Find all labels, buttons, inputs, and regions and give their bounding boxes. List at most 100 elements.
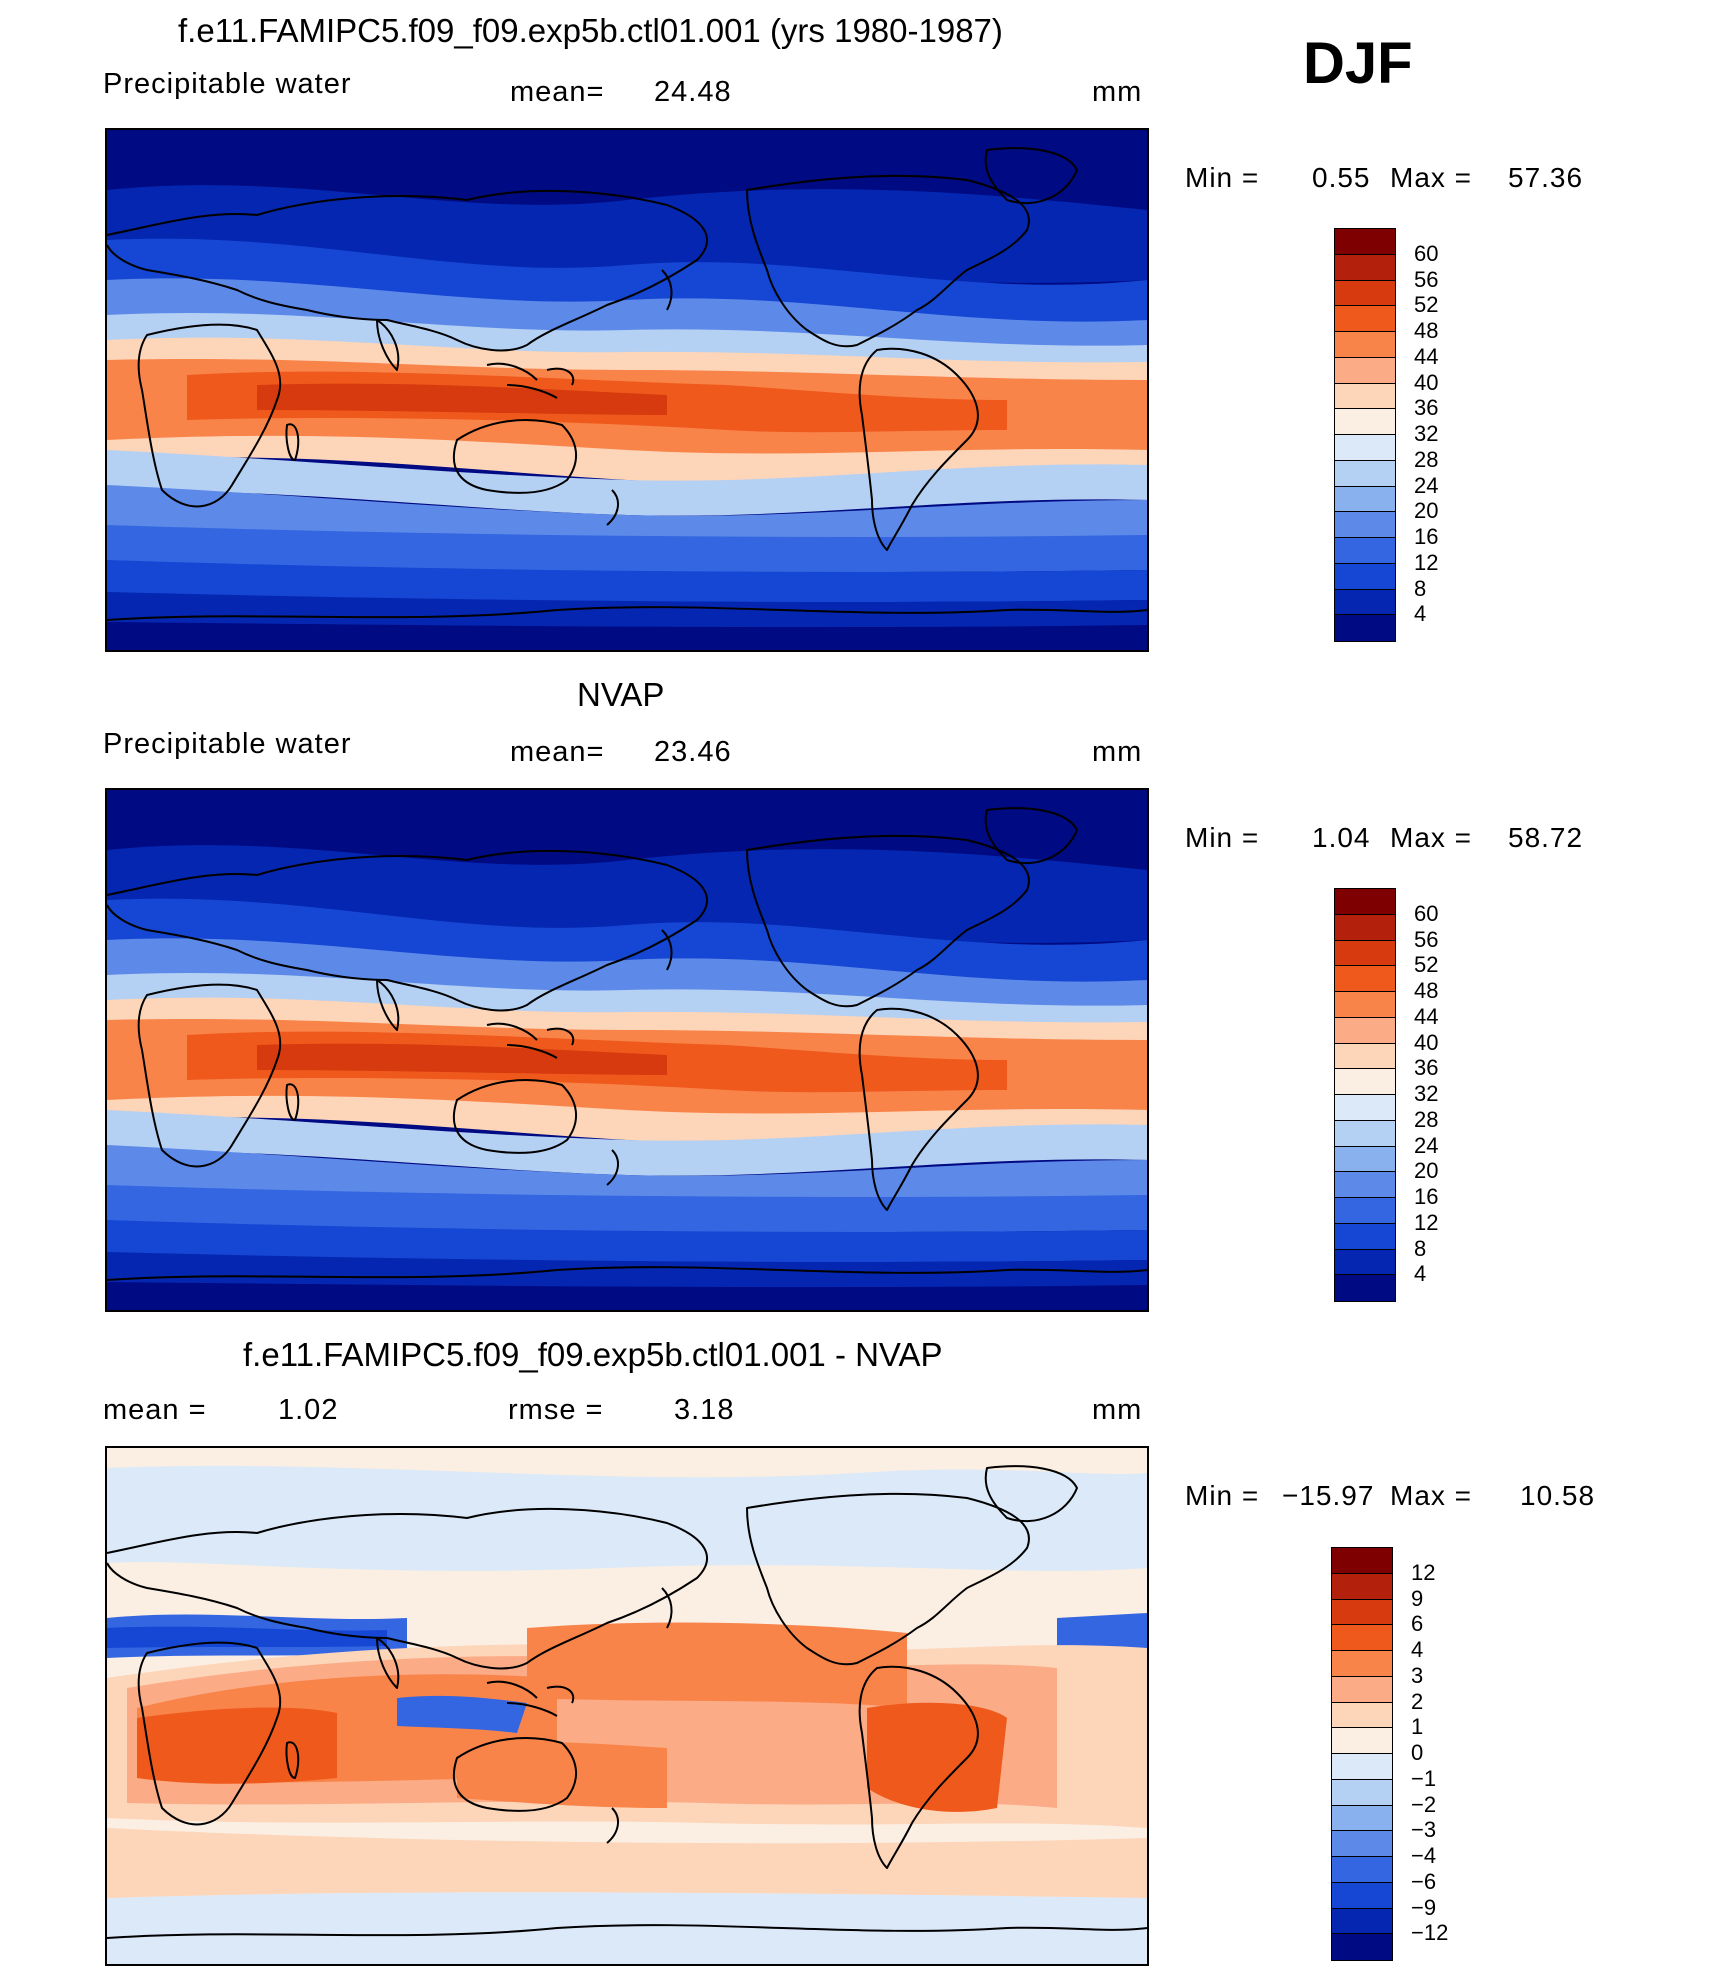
colorbar-segment (1335, 383, 1395, 410)
panel-3-units: mm (1092, 1394, 1143, 1426)
colorbar-segment (1332, 1779, 1392, 1806)
panel-2-variable: Precipitable water (103, 728, 352, 760)
colorbar-tick-label: 12 (1414, 1209, 1439, 1235)
colorbar-tick-label: 9 (1411, 1585, 1424, 1611)
colorbar-tick-label: 6 (1411, 1611, 1424, 1637)
colorbar-segment (1335, 229, 1395, 255)
panel-3-colorbar (1331, 1547, 1393, 1961)
colorbar-segment (1332, 1599, 1392, 1626)
colorbar-tick-label: 48 (1414, 978, 1439, 1003)
colorbar-tick-label: 36 (1414, 1055, 1439, 1081)
panel-1-max-label: Max = (1390, 162, 1473, 193)
panel-1-min-value: 0.55 (1312, 162, 1371, 193)
colorbar-tick-label: 52 (1414, 292, 1439, 318)
colorbar-tick-label: −1 (1411, 1765, 1437, 1791)
colorbar-segment (1332, 1625, 1392, 1651)
colorbar-tick-label: 28 (1414, 1106, 1439, 1132)
colorbar-segment (1335, 1249, 1395, 1276)
colorbar-tick-label: 24 (1414, 1132, 1439, 1158)
panel-1-map (105, 128, 1149, 652)
colorbar-segment (1335, 992, 1395, 1018)
panel-3-map-plot (107, 1448, 1147, 1964)
colorbar-segment (1335, 940, 1395, 967)
panel-3-map (105, 1446, 1149, 1966)
colorbar-segment (1335, 1017, 1395, 1044)
colorbar-segment (1335, 486, 1395, 513)
colorbar-tick-label: 56 (1414, 266, 1439, 292)
colorbar-tick-label: 40 (1414, 369, 1439, 395)
panel-2-title: NVAP (577, 676, 665, 713)
colorbar-segment (1332, 1548, 1392, 1574)
colorbar-tick-label: 48 (1414, 318, 1439, 343)
colorbar-tick-label: −9 (1411, 1894, 1437, 1920)
colorbar-tick-label: 20 (1414, 1158, 1439, 1184)
colorbar-tick-label: 8 (1414, 575, 1427, 601)
panel-2-mean-value: 23.46 (654, 736, 732, 768)
colorbar-tick-label: 3 (1411, 1662, 1424, 1688)
panel-2-min-value: 1.04 (1312, 822, 1371, 853)
panel-1-min-label: Min = (1185, 162, 1260, 193)
panel-2-max-value: 58.72 (1508, 822, 1584, 853)
colorbar-segment (1335, 563, 1395, 590)
colorbar-segment (1335, 1120, 1395, 1147)
colorbar-segment (1335, 409, 1395, 435)
colorbar-tick-label: 44 (1414, 343, 1439, 369)
colorbar-segment (1335, 538, 1395, 564)
colorbar-tick-label: 12 (1414, 549, 1439, 575)
colorbar-tick-label: 28 (1414, 446, 1439, 472)
panel-1-title: f.e11.FAMIPC5.f09_f09.exp5b.ctl01.001 (y… (178, 12, 1003, 49)
colorbar-segment (1332, 1676, 1392, 1703)
panel-2-max-label: Max = (1390, 822, 1473, 853)
colorbar-segment (1335, 1172, 1395, 1198)
panel-3-rmse-label: rmse = (508, 1394, 604, 1426)
colorbar-segment (1335, 914, 1395, 941)
colorbar-segment (1335, 512, 1395, 538)
colorbar-tick-label: 16 (1414, 524, 1439, 549)
panel-3-max-label: Max = (1390, 1480, 1473, 1511)
colorbar-segment (1335, 280, 1395, 307)
colorbar-tick-label: −3 (1411, 1817, 1437, 1843)
colorbar-tick-label: −6 (1411, 1868, 1437, 1894)
colorbar-segment (1332, 1754, 1392, 1780)
colorbar-segment (1335, 1069, 1395, 1095)
colorbar-segment (1335, 966, 1395, 992)
colorbar-segment (1335, 357, 1395, 384)
panel-1-mean-label: mean= (510, 76, 605, 108)
colorbar-segment (1332, 1702, 1392, 1729)
colorbar-segment (1332, 1934, 1392, 1960)
colorbar-tick-label: 4 (1414, 1261, 1427, 1287)
panel-1-max-value: 57.36 (1508, 162, 1584, 193)
colorbar-segment (1335, 889, 1395, 915)
colorbar-segment (1335, 1198, 1395, 1224)
colorbar-tick-label: 56 (1414, 926, 1439, 952)
colorbar-segment (1335, 615, 1395, 641)
panel-3-rmse-value: 3.18 (674, 1394, 735, 1426)
colorbar-tick-label: 8 (1414, 1235, 1427, 1261)
panel-2-units: mm (1092, 736, 1143, 768)
colorbar-tick-label: 32 (1414, 1081, 1439, 1106)
colorbar-segment (1332, 1831, 1392, 1857)
colorbar-segment (1335, 435, 1395, 461)
panel-2-mean-label: mean= (510, 736, 605, 768)
panel-2-colorbar (1334, 888, 1396, 1302)
colorbar-segment (1335, 589, 1395, 616)
colorbar-tick-label: −12 (1411, 1920, 1449, 1946)
panel-1-map-plot (107, 130, 1147, 650)
panel-1-units: mm (1092, 76, 1143, 108)
colorbar-tick-label: 0 (1411, 1740, 1424, 1765)
panel-1-mean-value: 24.48 (654, 76, 732, 108)
panel-1-variable: Precipitable water (103, 68, 352, 100)
colorbar-tick-label: 40 (1414, 1029, 1439, 1055)
colorbar-tick-label: 1 (1411, 1714, 1424, 1740)
colorbar-segment (1335, 254, 1395, 281)
colorbar-tick-label: 4 (1411, 1637, 1424, 1662)
season-label: DJF (1303, 31, 1413, 96)
colorbar-tick-label: 16 (1414, 1184, 1439, 1209)
colorbar-segment (1332, 1857, 1392, 1883)
colorbar-segment (1335, 306, 1395, 332)
colorbar-tick-label: 60 (1414, 900, 1439, 926)
panel-3-min-label: Min = (1185, 1480, 1260, 1511)
colorbar-segment (1332, 1651, 1392, 1677)
colorbar-tick-label: 24 (1414, 472, 1439, 498)
colorbar-tick-label: 52 (1414, 952, 1439, 978)
